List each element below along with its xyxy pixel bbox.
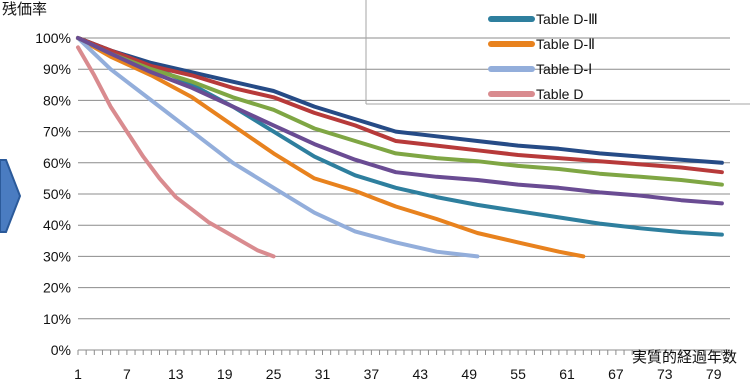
series-line-7 [76, 36, 724, 206]
series-line-2 [76, 36, 480, 259]
legend: Table D-Ⅲ Table D-Ⅱ Table D-Ⅰ Table D [365, 0, 750, 105]
x-tick-label: 49 [461, 366, 477, 382]
legend-label: Table D-Ⅲ [536, 11, 598, 27]
series-line-3 [76, 45, 276, 259]
series-line-5 [76, 36, 724, 175]
series-line-1 [76, 36, 586, 259]
x-tick-label: 67 [608, 366, 624, 382]
y-tick-label: 60% [43, 155, 71, 171]
x-tick-labels: 1 7 13 19 25 31 37 43 49 55 61 67 73 79 [74, 366, 722, 382]
series-line-4 [76, 36, 724, 165]
axes [77, 349, 731, 355]
series-line-6 [76, 36, 724, 187]
x-tick-label: 1 [74, 366, 82, 382]
arrow-shape-icon [0, 159, 22, 233]
legend-label: Table D-Ⅱ [536, 36, 595, 52]
y-tick-label: 10% [43, 311, 71, 327]
x-tick-label: 31 [315, 366, 331, 382]
y-tick-label: 50% [43, 186, 71, 202]
legend-label: Table D [536, 86, 583, 102]
legend-label: Table D-Ⅰ [536, 61, 592, 77]
y-tick-label: 100% [35, 30, 71, 46]
x-tick-label: 79 [706, 366, 722, 382]
y-tick-label: 30% [43, 248, 71, 264]
y-tick-labels: 0% 10% 20% 30% 40% 50% 60% 70% 80% 90% 100% [35, 30, 71, 358]
y-tick-label: 80% [43, 92, 71, 108]
x-tick-label: 7 [123, 366, 131, 382]
x-tick-label: 37 [364, 366, 380, 382]
x-axis-label: 実質的経過年数 [632, 348, 737, 366]
y-axis-label: 残価率 [2, 0, 47, 18]
x-tick-label: 61 [559, 366, 575, 382]
legend-items: Table D-Ⅲ Table D-Ⅱ Table D-Ⅰ Table D [488, 11, 598, 102]
x-tick-label: 55 [510, 366, 526, 382]
x-tick-label: 13 [168, 366, 184, 382]
y-tick-label: 0% [51, 342, 71, 358]
y-tick-label: 70% [43, 124, 71, 140]
x-tick-label: 73 [657, 366, 673, 382]
x-tick-label: 19 [217, 366, 233, 382]
y-tick-label: 90% [43, 61, 71, 77]
x-tick-label: 25 [266, 366, 282, 382]
series-lines [76, 36, 724, 259]
y-tick-label: 20% [43, 280, 71, 296]
x-tick-label: 43 [413, 366, 429, 382]
y-tick-label: 40% [43, 217, 71, 233]
